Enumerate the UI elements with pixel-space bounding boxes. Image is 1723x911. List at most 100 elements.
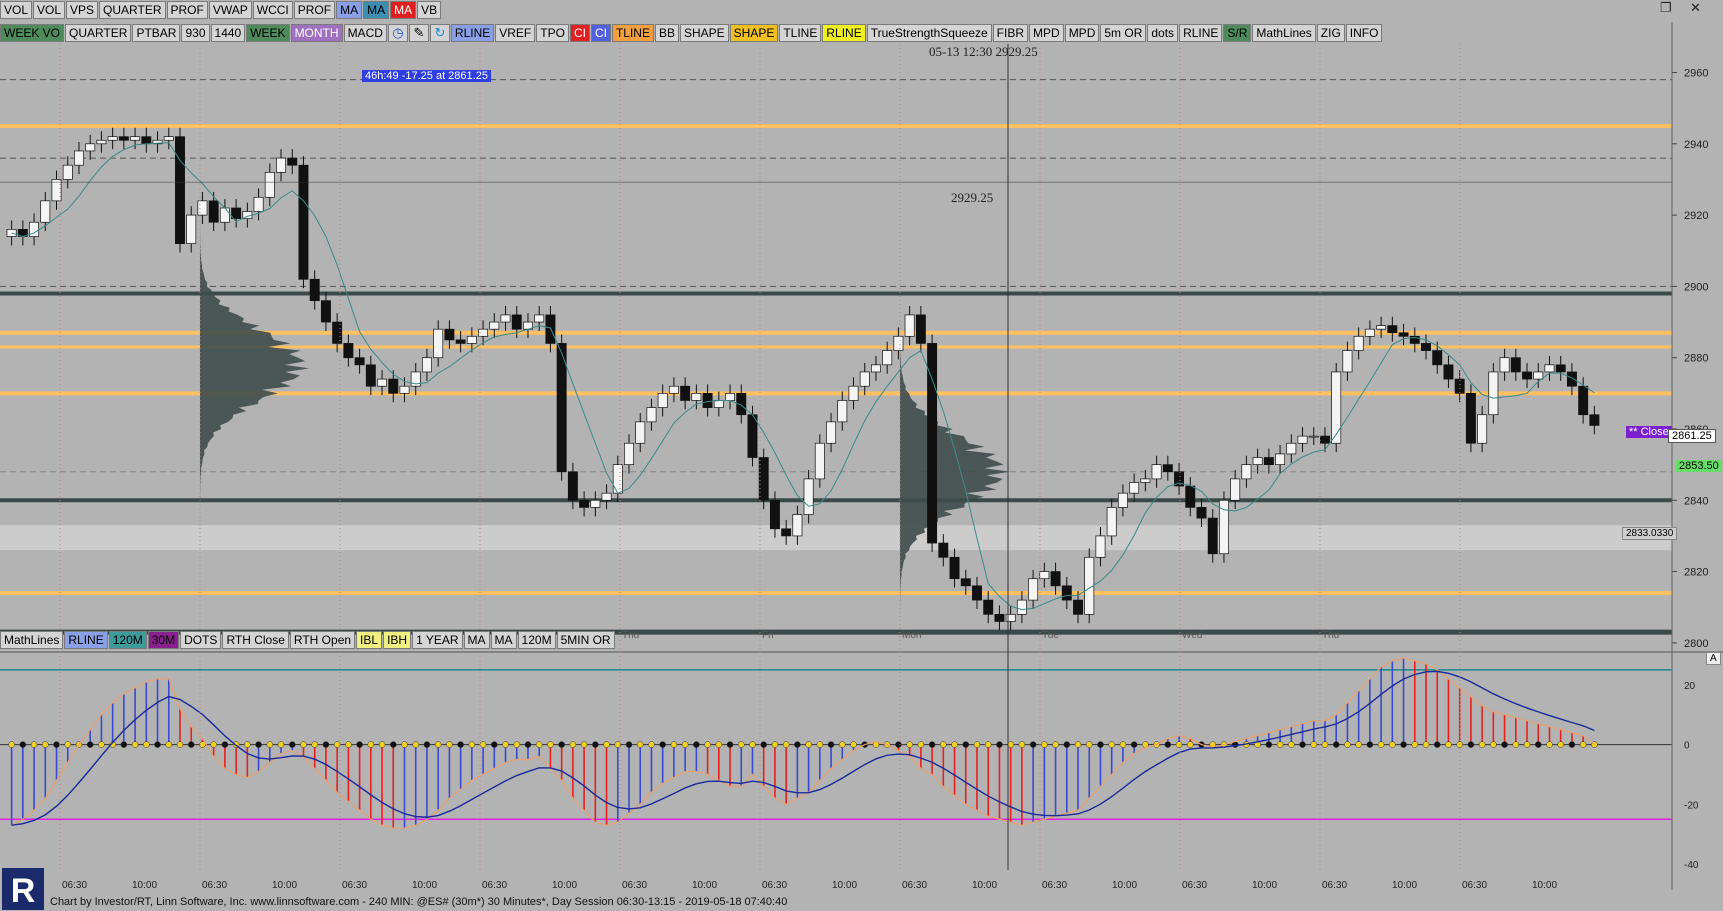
toolbar-button-s-r[interactable]: S/R: [1223, 24, 1252, 42]
candle-body: [1140, 478, 1151, 483]
candle-body: [1555, 364, 1566, 373]
candle-body: [1533, 371, 1544, 380]
crosshair-price-label: 2929.25: [951, 190, 994, 205]
toolbar-button-1-year[interactable]: 1 YEAR: [412, 631, 463, 649]
squeeze-dot: [1501, 741, 1508, 748]
toolbar-button-week-vo[interactable]: WEEK VO: [0, 24, 65, 42]
toolbar-button-quarter[interactable]: QUARTER: [65, 24, 132, 42]
toolbar-button-rth-close[interactable]: RTH Close: [222, 631, 289, 649]
toolbar-button-ibl[interactable]: IBL: [356, 631, 383, 649]
squeeze-dot: [288, 741, 296, 748]
toolbar-button-ibh[interactable]: IBH: [383, 631, 412, 649]
squeeze-dot: [1097, 741, 1104, 748]
candle-body: [579, 499, 590, 508]
toolbar-button-vps[interactable]: VPS: [66, 1, 99, 19]
candle-body: [1331, 371, 1342, 444]
candle-body: [1297, 435, 1308, 444]
toolbar-button-tline[interactable]: TLINE: [779, 24, 822, 42]
toolbar-button-quarter[interactable]: QUARTER: [99, 1, 166, 19]
toolbar-button-vref[interactable]: VREF: [495, 24, 536, 42]
squeeze-dot: [1108, 741, 1115, 748]
squeeze-dot: [513, 741, 521, 748]
toolbar-button-tline[interactable]: TLINE: [611, 24, 654, 42]
toolbar-button-ma[interactable]: MA: [463, 631, 490, 649]
candle-body: [826, 421, 837, 444]
pencil-icon[interactable]: ✎: [408, 24, 429, 42]
toolbar-button-120m[interactable]: 120M: [517, 631, 556, 649]
toolbar-button-vol[interactable]: VOL: [0, 1, 33, 19]
toolbar-button-tpo[interactable]: TPO: [536, 24, 569, 42]
candle-body: [264, 171, 275, 198]
macd-signal-line: [11, 670, 1595, 826]
toolbar-button-shape[interactable]: SHAPE: [729, 24, 779, 42]
toolbar-button-rline[interactable]: RLINE: [64, 631, 108, 649]
toolbar-button-week[interactable]: WEEK: [246, 24, 290, 42]
toolbar-button-rth-open[interactable]: RTH Open: [289, 631, 356, 649]
toolbar-button-vb[interactable]: VB: [417, 1, 442, 19]
toolbar-button-mpd[interactable]: MPD: [1064, 24, 1100, 42]
toolbar-button-prof[interactable]: PROF: [166, 1, 208, 19]
toolbar-button-zig[interactable]: ZIG: [1316, 24, 1345, 42]
candle-body: [219, 207, 230, 223]
toolbar-button-ci[interactable]: CI: [569, 24, 590, 42]
toolbar-button-mathlines[interactable]: MathLines: [0, 631, 64, 649]
toolbar-button-vol[interactable]: VOL: [33, 1, 66, 19]
candle-body: [1499, 357, 1510, 373]
toolbar-button-wcci[interactable]: WCCI: [252, 1, 293, 19]
close-window-icon[interactable]: ✕: [1690, 0, 1701, 15]
toolbar-button-930[interactable]: 930: [181, 24, 210, 42]
toolbar-button-5m-or[interactable]: 5m OR: [1100, 24, 1147, 42]
toolbar-button-mathlines[interactable]: MathLines: [1252, 24, 1316, 42]
time-tick-label: 10:00: [1112, 880, 1137, 891]
toolbar-button-ma[interactable]: MA: [390, 1, 417, 19]
toolbar-button-rline[interactable]: RLINE: [822, 24, 866, 42]
candle-body: [1320, 435, 1330, 444]
toolbar-button-1440[interactable]: 1440: [210, 24, 246, 42]
toolbar-button-ci[interactable]: CI: [590, 24, 611, 42]
toolbar-button-dots[interactable]: dots: [1147, 24, 1179, 42]
macd-tick-label: -40: [1684, 860, 1699, 871]
squeeze-dot: [1276, 741, 1284, 748]
toolbar-button-macd[interactable]: MACD: [343, 24, 387, 42]
toolbar-button-shape[interactable]: SHAPE: [679, 24, 729, 42]
toolbar-button-mpd[interactable]: MPD: [1029, 24, 1064, 42]
toolbar-button-120m[interactable]: 120M: [108, 631, 147, 649]
squeeze-dot: [839, 741, 846, 748]
toolbar-button-truestrengthsqueeze[interactable]: TrueStrengthSqueeze: [866, 24, 992, 42]
toolbar-button-bb[interactable]: BB: [654, 24, 679, 42]
toolbar-button-5min-or[interactable]: 5MIN OR: [556, 631, 615, 649]
toolbar-button-30m[interactable]: 30M: [147, 631, 180, 649]
candle-body: [1275, 453, 1286, 465]
squeeze-dot: [805, 741, 812, 748]
clock-icon[interactable]: ◷: [387, 24, 408, 42]
toolbar-button-rline[interactable]: RLINE: [450, 24, 495, 42]
squeeze-dot: [906, 741, 913, 748]
toolbar-button-ma[interactable]: MA: [363, 1, 390, 19]
candle-body: [253, 196, 264, 212]
macd-panel-label[interactable]: A: [1706, 652, 1721, 665]
toolbar-button-fibr[interactable]: FIBR: [992, 24, 1029, 42]
restore-window-icon[interactable]: ❐: [1660, 0, 1672, 15]
toolbar-button-dots[interactable]: DOTS: [180, 631, 222, 649]
refresh-icon[interactable]: ↻: [429, 24, 450, 42]
toolbar-button-info[interactable]: INFO: [1345, 24, 1383, 42]
toolbar-button-prof[interactable]: PROF: [293, 1, 336, 19]
toolbar-button-ma[interactable]: MA: [336, 1, 363, 19]
squeeze-dot: [300, 741, 307, 748]
squeeze-dot: [468, 741, 476, 748]
time-tick-label: 10:00: [272, 880, 297, 891]
toolbar-button-month[interactable]: MONTH: [290, 24, 343, 42]
toolbar-button-ptbar[interactable]: PTBAR: [132, 24, 181, 42]
toolbar-button-vwap[interactable]: VWAP: [208, 1, 252, 19]
price-tick-label: 2900: [1684, 281, 1708, 293]
last-price-label: 2861.25: [1668, 429, 1716, 443]
candle-body: [1207, 517, 1218, 555]
squeeze-dot: [670, 741, 678, 748]
toolbar-button-ma[interactable]: MA: [490, 631, 517, 649]
candle-body: [388, 378, 399, 394]
candle-body: [792, 514, 803, 537]
candle-body: [40, 200, 51, 223]
toolbar-button-rline[interactable]: RLINE: [1179, 24, 1223, 42]
squeeze-dot: [266, 741, 274, 748]
